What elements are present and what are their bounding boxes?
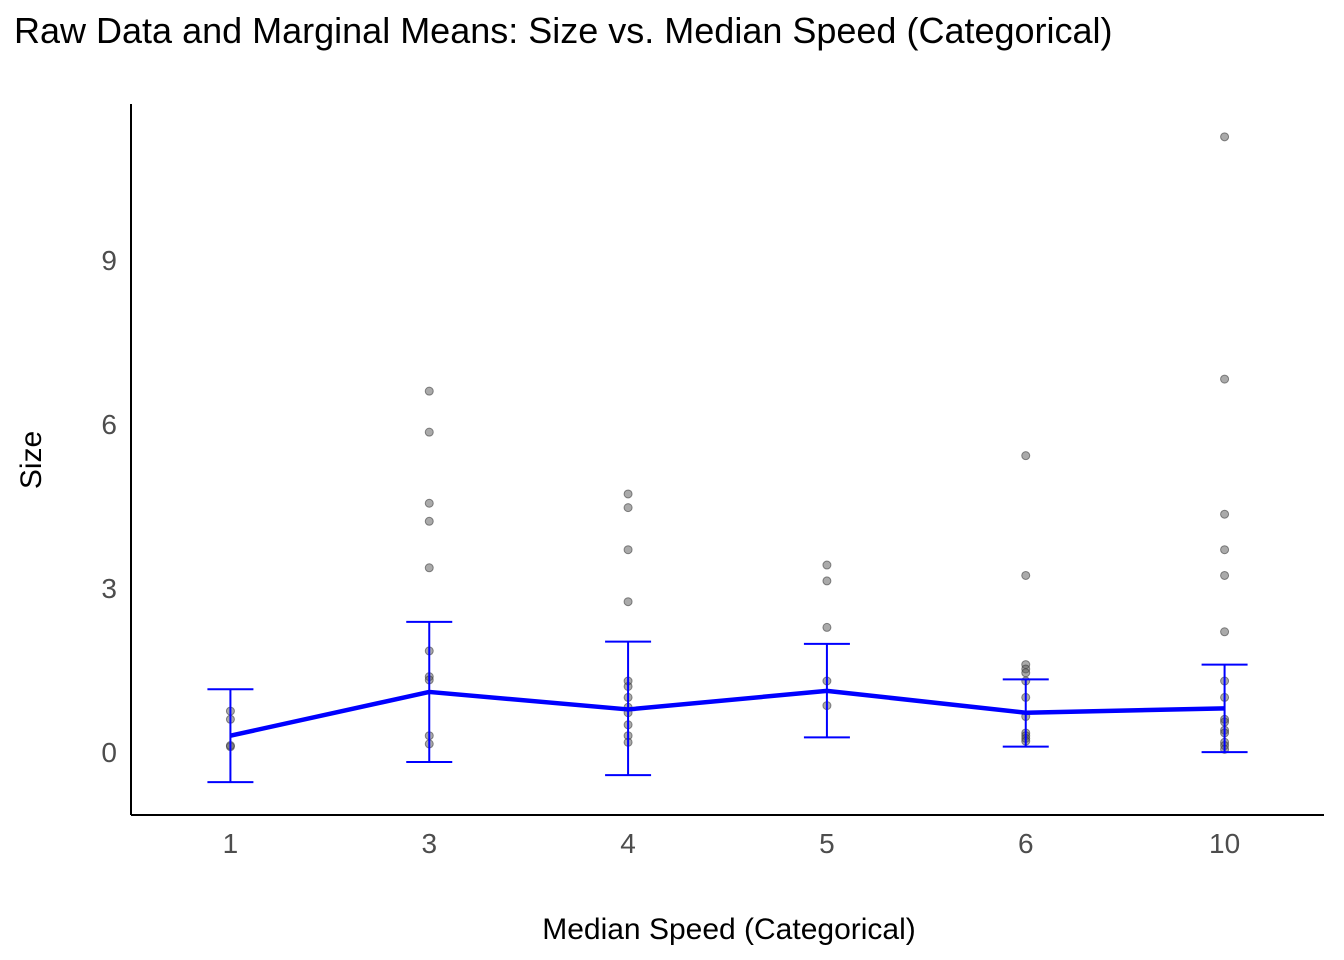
x-axis-title: Median Speed (Categorical): [542, 913, 916, 946]
y-tick-label: 3: [101, 573, 117, 604]
data-point: [1220, 509, 1230, 519]
data-point: [424, 427, 434, 437]
x-tick-label: 10: [1209, 828, 1240, 859]
data-point: [1021, 451, 1031, 461]
data-point: [1220, 627, 1230, 637]
data-point: [623, 545, 633, 555]
data-point: [424, 498, 434, 508]
x-tick-label: 3: [421, 828, 437, 859]
data-point: [424, 516, 434, 526]
y-axis-title: Size: [15, 431, 48, 489]
y-tick-label: 0: [101, 737, 117, 768]
y-tick-label: 9: [101, 245, 117, 276]
data-point: [1220, 545, 1230, 555]
data-point: [1220, 374, 1230, 384]
mean-line-layer: [229, 688, 1225, 738]
data-point: [1220, 570, 1230, 580]
data-point: [822, 560, 832, 570]
x-tick-label: 5: [819, 828, 835, 859]
y-tick-label: 6: [101, 409, 117, 440]
x-tick-label: 4: [620, 828, 636, 859]
data-point: [623, 489, 633, 499]
data-point: [424, 563, 434, 573]
data-point: [623, 597, 633, 607]
axes-layer: 0 3 6 9 1 3 4 5 6 10: [101, 104, 1324, 859]
data-point: [822, 576, 832, 586]
data-point: [822, 622, 832, 632]
raw-points-layer: [225, 132, 1230, 754]
data-point: [1021, 570, 1031, 580]
data-point: [1220, 132, 1230, 142]
data-point: [424, 386, 434, 396]
chart-title: Raw Data and Marginal Means: Size vs. Me…: [14, 10, 1113, 51]
data-point: [1021, 668, 1031, 678]
data-point: [623, 503, 633, 513]
x-tick-label: 6: [1018, 828, 1034, 859]
mean-line: [229, 688, 1225, 738]
x-tick-label: 1: [223, 828, 239, 859]
